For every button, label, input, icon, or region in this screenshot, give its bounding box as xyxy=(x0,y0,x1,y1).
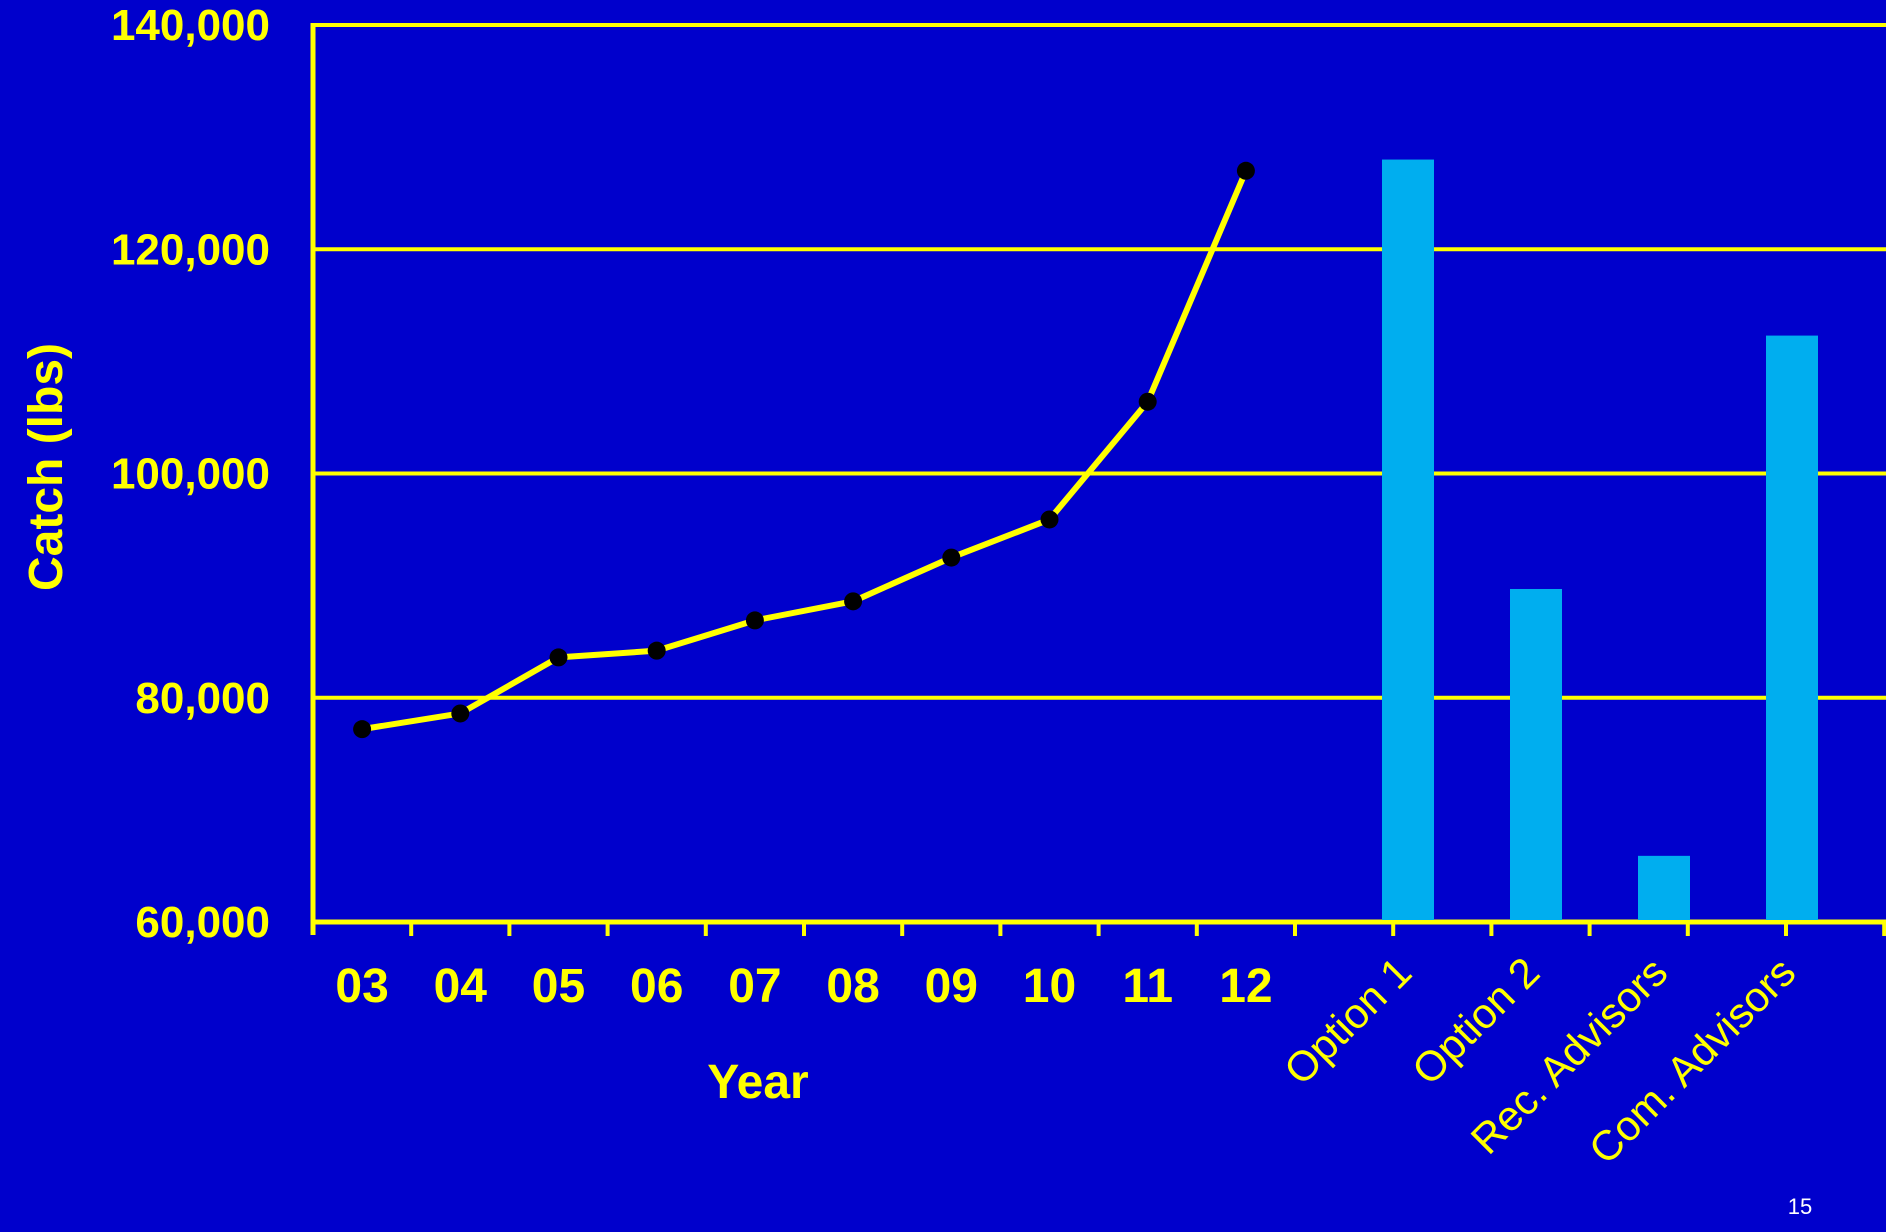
data-point xyxy=(844,592,863,611)
y-tick-label: 60,000 xyxy=(135,898,270,947)
y-tick-label: 140,000 xyxy=(111,1,270,50)
x-tick-label: 09 xyxy=(925,960,978,1013)
data-point xyxy=(451,704,470,723)
y-tick-label: 80,000 xyxy=(135,674,270,723)
x-tick-label: 04 xyxy=(434,960,488,1013)
data-point xyxy=(549,648,568,667)
data-point xyxy=(1236,161,1255,180)
data-point xyxy=(1138,392,1157,411)
y-tick-label: 120,000 xyxy=(111,225,270,274)
bar xyxy=(1638,855,1690,920)
data-point xyxy=(942,548,961,567)
bar xyxy=(1382,159,1434,921)
bar xyxy=(1510,588,1562,920)
axes xyxy=(310,23,1886,936)
bar-category-label: Option 1 xyxy=(1275,948,1421,1094)
data-point xyxy=(647,641,666,660)
x-tick-label: 11 xyxy=(1122,960,1173,1013)
tick-labels: 60,000 80,000 100,000 120,000 140,000 Option … xyxy=(111,1,1804,1173)
x-tick-label: 05 xyxy=(532,960,585,1013)
bars xyxy=(1382,159,1818,921)
series-line xyxy=(361,169,1249,733)
data-point xyxy=(353,720,372,739)
data-point xyxy=(745,611,764,630)
x-axis-title: Year xyxy=(707,1056,808,1109)
y-tick-label: 100,000 xyxy=(111,450,270,499)
slide-number: 15 xyxy=(1787,1194,1813,1219)
x-tick-label: 06 xyxy=(630,960,683,1013)
x-tick-label: 08 xyxy=(826,960,879,1013)
data-point xyxy=(1040,510,1059,529)
x-tick-label: 07 xyxy=(728,960,781,1013)
bar xyxy=(1766,335,1818,920)
y-axis-title: Catch (lbs) xyxy=(20,343,73,591)
line-series xyxy=(353,161,1255,739)
x-tick-label: 12 xyxy=(1219,960,1272,1013)
gridlines xyxy=(313,23,1886,700)
x-tick-label: 03 xyxy=(335,960,388,1013)
x-tick-label: 10 xyxy=(1023,960,1076,1013)
